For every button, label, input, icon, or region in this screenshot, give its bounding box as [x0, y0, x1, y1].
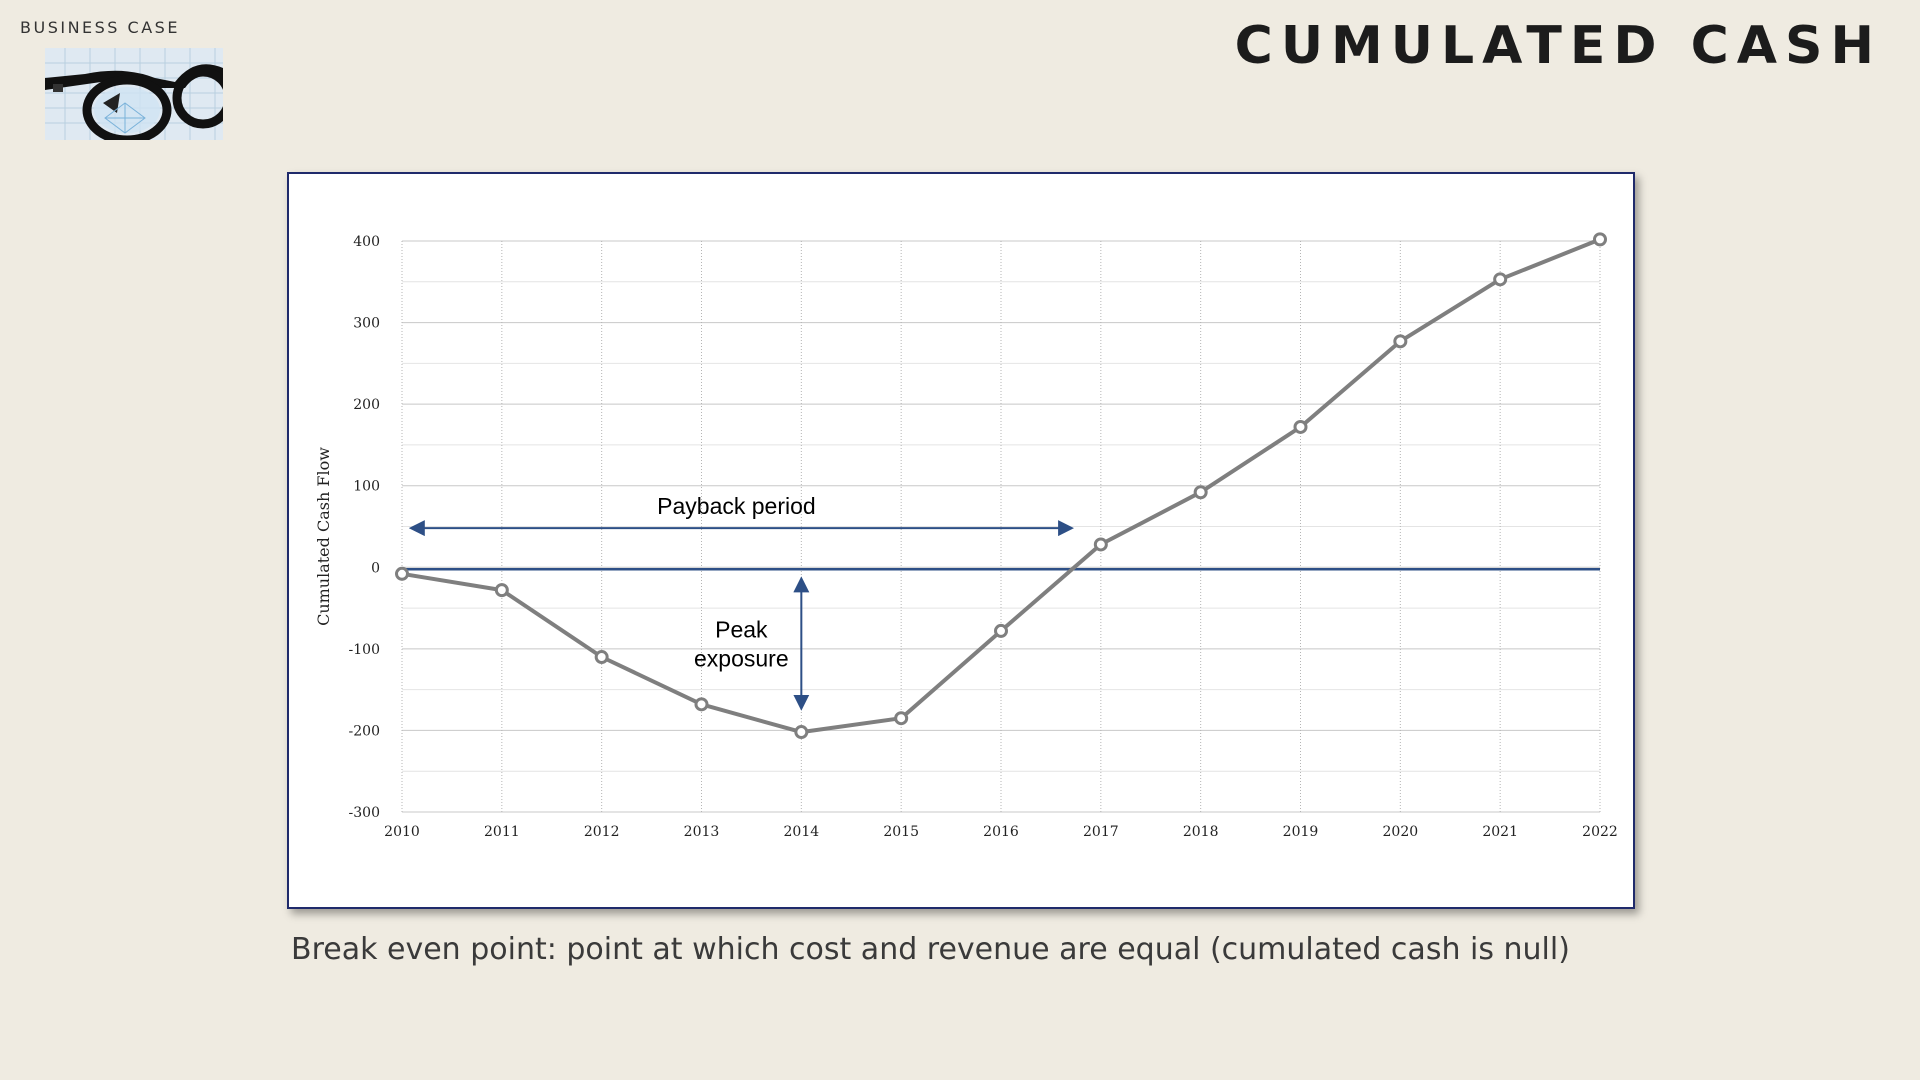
- section-label: BUSINESS CASE: [20, 18, 180, 37]
- peak-exposure-label-line2: exposure: [694, 646, 789, 672]
- y-tick-label: 200: [353, 397, 380, 413]
- x-tick-label: 2015: [883, 824, 919, 840]
- y-tick-label: 400: [353, 234, 380, 250]
- data-point: [794, 725, 809, 740]
- x-tick-label: 2020: [1383, 824, 1419, 840]
- y-tick-label: -100: [349, 642, 380, 658]
- payback-period-label: Payback period: [657, 493, 816, 519]
- x-tick-label: 2012: [584, 824, 620, 840]
- x-tick-label: 2019: [1283, 824, 1319, 840]
- x-tick-label: 2010: [384, 824, 420, 840]
- y-tick-label: 300: [353, 316, 380, 332]
- y-tick-label: 100: [353, 479, 380, 495]
- data-point: [1593, 232, 1607, 247]
- data-point: [1093, 537, 1108, 552]
- x-tick-label: 2011: [484, 824, 520, 840]
- y-tick-label: 0: [371, 560, 380, 576]
- x-tick-label: 2022: [1582, 824, 1618, 840]
- cumulated-cash-chart: 400 300 200 100 0 -100 -200 -300 2010 2011 2012 201…: [287, 172, 1635, 909]
- data-point: [1193, 485, 1208, 500]
- data-point: [594, 650, 609, 665]
- y-axis-label: Cumulated Cash Flow: [314, 447, 333, 626]
- x-tick-label: 2016: [983, 824, 1019, 840]
- slide-title: CUMULATED CASH: [1234, 16, 1882, 76]
- data-point: [994, 623, 1008, 638]
- peak-exposure-label-line1: Peak: [715, 617, 768, 643]
- x-tick-label: 2018: [1183, 824, 1219, 840]
- x-tick-label: 2013: [684, 824, 720, 840]
- eyeglasses-logo: [45, 48, 223, 140]
- data-points: [395, 232, 1607, 740]
- break-even-caption: Break even point: point at which cost an…: [291, 932, 1570, 967]
- y-tick-label: -300: [349, 805, 380, 821]
- data-point: [494, 583, 509, 598]
- data-point: [894, 711, 909, 726]
- data-point: [395, 566, 409, 581]
- x-tick-label: 2017: [1083, 824, 1119, 840]
- data-point: [1293, 419, 1308, 434]
- data-point: [694, 697, 709, 712]
- x-tick-label: 2014: [784, 824, 820, 840]
- data-point: [1493, 272, 1508, 287]
- x-tick-label: 2021: [1482, 824, 1518, 840]
- y-tick-label: -200: [349, 723, 380, 739]
- data-point: [1393, 334, 1408, 349]
